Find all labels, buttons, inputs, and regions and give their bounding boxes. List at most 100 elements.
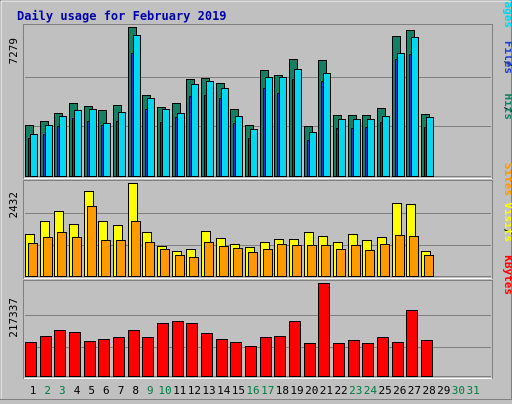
legend-separator: / [502, 106, 512, 113]
bar-pages-day-9 [147, 98, 155, 177]
bar-sites-day-26 [395, 235, 405, 277]
bar-sites-day-5 [87, 206, 97, 277]
day-label-21: 21 [320, 384, 333, 397]
day-label-19: 19 [290, 384, 303, 397]
day-label-23: 23 [349, 384, 362, 397]
bar-sites-day-4 [72, 237, 82, 277]
bar-pages-day-26 [397, 53, 405, 177]
legend-sites: Sites [502, 163, 512, 196]
day-label-24: 24 [364, 384, 378, 397]
day-label-1: 1 [30, 384, 37, 397]
bar-kbytes-day-7 [113, 337, 125, 377]
bar-kbytes-day-18 [274, 336, 286, 377]
day-label-31: 31 [466, 384, 479, 397]
bar-sites-day-28 [424, 255, 434, 277]
day-label-4: 4 [74, 384, 81, 397]
day-label-18: 18 [276, 384, 289, 397]
bar-sites-day-10 [160, 249, 170, 277]
bar-pages-day-13 [206, 81, 214, 177]
x-axis-day-labels: 1 2 3 4 5 6 7 8 9 10 11 12 13 14 15 16 17 18 19 20 21 22 23 24 2… [30, 384, 480, 397]
day-label-30: 30 [452, 384, 465, 397]
bar-kbytes-day-9 [142, 337, 154, 377]
bar-kbytes-day-10 [157, 323, 169, 377]
day-label-6: 6 [103, 384, 110, 397]
day-label-12: 12 [188, 384, 201, 397]
bar-sites-day-25 [380, 244, 390, 277]
bar-pages-day-2 [45, 125, 53, 177]
day-label-20: 20 [305, 384, 318, 397]
panel-top: 7279Pages/Files/Hits [7, 0, 512, 179]
bar-sites-day-18 [277, 244, 287, 277]
bar-pages-day-28 [426, 117, 434, 177]
chart-title: Daily usage for February 2019 [17, 9, 227, 23]
bar-kbytes-day-5 [84, 341, 96, 377]
bar-sites-day-14 [219, 246, 229, 277]
bar-pages-day-5 [89, 109, 97, 177]
bar-kbytes-day-24 [362, 343, 374, 377]
legend-pages: Pages [502, 0, 512, 28]
panel-bottom-ymax-label: 217337 [7, 298, 20, 338]
bar-kbytes-day-17 [260, 337, 272, 377]
bar-kbytes-day-20 [304, 343, 316, 377]
bar-kbytes-day-14 [216, 339, 228, 377]
bar-kbytes-day-3 [54, 330, 66, 377]
bar-sites-day-1 [28, 243, 38, 277]
bar-pages-day-25 [382, 116, 390, 177]
panel-middle-legend: Sites /Visits [502, 163, 512, 242]
panel-top-legend: Pages/Files/Hits [502, 0, 512, 120]
bar-kbytes-day-16 [245, 346, 257, 377]
day-label-28: 28 [422, 384, 435, 397]
bar-sites-day-17 [263, 249, 273, 277]
bar-kbytes-day-11 [172, 321, 184, 377]
bar-sites-day-15 [233, 248, 243, 277]
bar-kbytes-day-21 [318, 283, 330, 377]
panel-bottom-legend: KBytes [502, 255, 512, 295]
legend-hits: Hits [502, 94, 512, 121]
panel-top-ymax-label: 7279 [7, 38, 20, 65]
bar-pages-day-21 [323, 73, 331, 177]
legend-separator: / [502, 60, 512, 67]
day-label-11: 11 [173, 384, 186, 397]
bar-pages-day-4 [74, 110, 82, 177]
day-label-16: 16 [246, 384, 259, 397]
bar-pages-day-15 [235, 116, 243, 177]
bar-sites-day-24 [365, 250, 375, 277]
bar-sites-day-7 [116, 240, 126, 277]
day-label-2: 2 [44, 384, 51, 397]
bar-kbytes-day-19 [289, 321, 301, 377]
bar-sites-day-16 [248, 252, 258, 277]
bar-sites-day-11 [175, 255, 185, 277]
bar-sites-day-8 [131, 221, 141, 277]
bar-sites-day-23 [351, 245, 361, 277]
day-label-7: 7 [118, 384, 125, 397]
day-label-5: 5 [88, 384, 95, 397]
bar-kbytes-day-22 [333, 343, 345, 377]
day-label-14: 14 [217, 384, 231, 397]
day-label-15: 15 [232, 384, 245, 397]
bar-sites-day-9 [145, 242, 155, 277]
bar-pages-day-18 [279, 77, 287, 177]
chart-panels: 7279Pages/Files/Hits2432Sites/Visits2173… [7, 0, 512, 379]
bar-kbytes-day-28 [421, 340, 433, 377]
bar-kbytes-day-6 [98, 339, 110, 377]
day-label-26: 26 [393, 384, 406, 397]
bar-kbytes-day-13 [201, 333, 213, 377]
legend-kbytes: KBytes [502, 255, 512, 295]
bar-pages-day-23 [353, 119, 361, 177]
panel-middle: 2432 Sites /Visits [7, 163, 512, 279]
panel-middle-ymax-label: 2432 [7, 192, 20, 219]
bar-sites-day-2 [43, 237, 53, 277]
day-label-22: 22 [334, 384, 347, 397]
bar-pages-day-10 [162, 109, 170, 177]
day-label-27: 27 [408, 384, 421, 397]
legend-visits: Visits [502, 202, 512, 242]
bar-kbytes-day-27 [406, 310, 418, 377]
bar-pages-day-22 [338, 119, 346, 177]
bar-pages-day-1 [30, 134, 38, 177]
day-label-29: 29 [437, 384, 450, 397]
bar-sites-day-6 [101, 240, 111, 277]
day-label-17: 17 [261, 384, 274, 397]
bar-sites-day-12 [189, 257, 199, 277]
bar-pages-day-17 [265, 77, 273, 177]
bar-kbytes-day-23 [348, 340, 360, 377]
